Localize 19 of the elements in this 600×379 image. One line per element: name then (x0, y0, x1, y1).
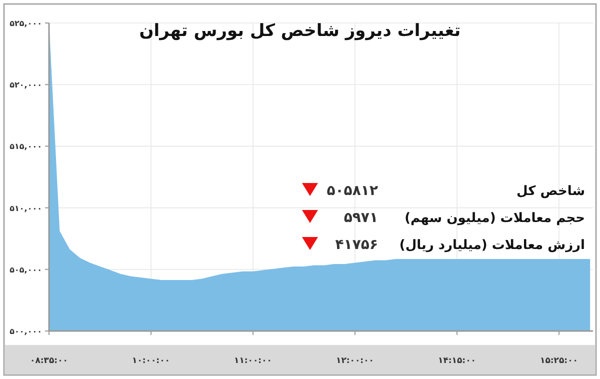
y-tick-label: ۵۲۰,۰۰۰ (10, 80, 42, 90)
x-tick-label: ۱۲:۰۰:۰۰ (336, 356, 374, 366)
annotation: شاخص کل (516, 184, 585, 199)
y-tick-label: ۵۰۵,۰۰۰ (10, 265, 42, 274)
annotation: ۵۹۷۱ (344, 210, 378, 226)
annotation: ۴۱۷۵۶ (335, 237, 378, 253)
y-tick-label: ۵۱۵,۰۰۰ (10, 142, 42, 152)
x-tick-label: ۱۰:۰۰:۰۰ (132, 356, 170, 366)
y-tick-label: ۵۱۰,۰۰۰ (10, 204, 42, 213)
annotation: ارزش معاملات (میلیارد ریال) (399, 238, 585, 253)
chart-title: تغییرات دیروز شاخص کل بورس تهران (139, 21, 461, 41)
annotation: حجم معاملات (میلیون سهم) (404, 211, 585, 226)
x-tick-label: ۱۱:۰۰:۰۰ (234, 356, 272, 366)
annotation: ۵۰۵۸۱۲ (326, 183, 378, 199)
x-tick-label: ۱۵:۲۵:۰۰ (540, 356, 578, 366)
x-tick-label: ۰۸:۳۵:۰۰ (30, 356, 68, 366)
y-tick-label: ۵۰۰,۰۰۰ (10, 327, 42, 336)
x-tick-label: ۱۴:۱۵:۰۰ (438, 356, 476, 366)
y-tick-label: ۵۲۵,۰۰۰ (10, 19, 42, 28)
